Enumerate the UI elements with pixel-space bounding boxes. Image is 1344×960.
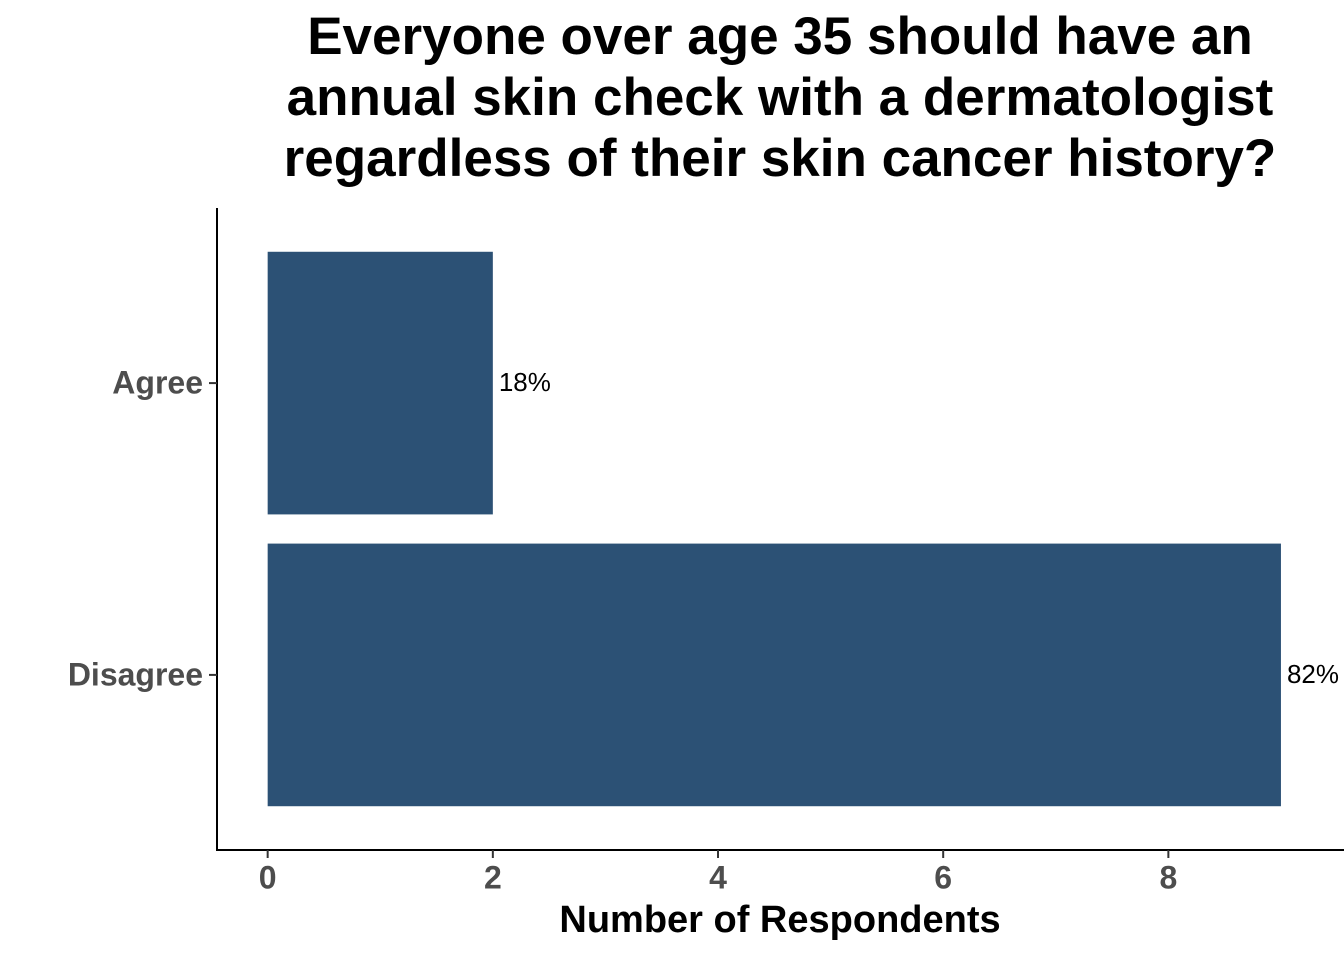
bar <box>267 543 1281 807</box>
y-tick-label: Disagree <box>68 656 203 692</box>
x-tick-label: 2 <box>484 859 502 895</box>
x-tick-label: 4 <box>709 859 727 895</box>
x-axis-title: Number of Respondents <box>559 899 1000 941</box>
chart-title: annual skin check with a dermatologist <box>287 68 1274 127</box>
y-tick-label: Agree <box>112 365 203 401</box>
value-label: 82% <box>1287 659 1339 689</box>
chart-title: Everyone over age 35 should have an <box>307 7 1253 66</box>
x-tick-label: 6 <box>934 859 952 895</box>
x-tick-label: 0 <box>259 859 277 895</box>
value-label: 18% <box>499 367 551 397</box>
x-tick-label: 8 <box>1159 859 1177 895</box>
bar <box>267 251 493 515</box>
chart-title: regardless of their skin cancer history? <box>284 129 1277 188</box>
